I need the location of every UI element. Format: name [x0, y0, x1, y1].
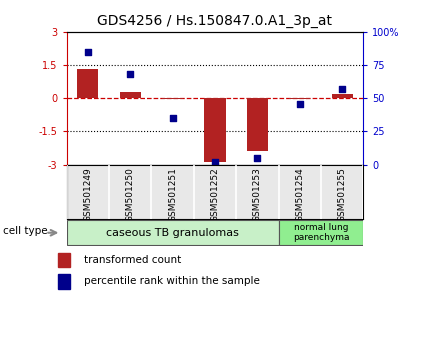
Text: GSM501251: GSM501251: [168, 167, 177, 222]
Bar: [58, 274, 70, 289]
Text: cell type: cell type: [3, 227, 48, 236]
Point: [212, 159, 218, 165]
Bar: [289, 98, 310, 99]
Text: GSM501255: GSM501255: [338, 167, 347, 222]
Point: [127, 72, 134, 77]
Bar: [332, 94, 353, 98]
Bar: [247, 98, 268, 152]
Point: [84, 49, 91, 55]
FancyBboxPatch shape: [279, 220, 363, 246]
Bar: [204, 98, 226, 162]
FancyBboxPatch shape: [67, 220, 279, 246]
Text: percentile rank within the sample: percentile rank within the sample: [83, 276, 260, 286]
Text: caseous TB granulomas: caseous TB granulomas: [106, 228, 239, 238]
Bar: [58, 252, 70, 267]
Text: transformed count: transformed count: [83, 255, 181, 265]
Point: [169, 115, 176, 121]
Bar: [77, 69, 98, 98]
Text: normal lung
parenchyma: normal lung parenchyma: [293, 223, 349, 242]
Text: GSM501252: GSM501252: [211, 167, 219, 222]
Bar: [120, 92, 141, 98]
Text: GSM501253: GSM501253: [253, 167, 262, 222]
Title: GDS4256 / Hs.150847.0.A1_3p_at: GDS4256 / Hs.150847.0.A1_3p_at: [98, 14, 332, 28]
Text: GSM501249: GSM501249: [83, 167, 92, 222]
Point: [339, 86, 346, 92]
Text: GSM501254: GSM501254: [295, 167, 304, 222]
Point: [254, 155, 261, 161]
Bar: [162, 98, 183, 99]
Text: GSM501250: GSM501250: [126, 167, 135, 222]
Point: [296, 101, 303, 107]
